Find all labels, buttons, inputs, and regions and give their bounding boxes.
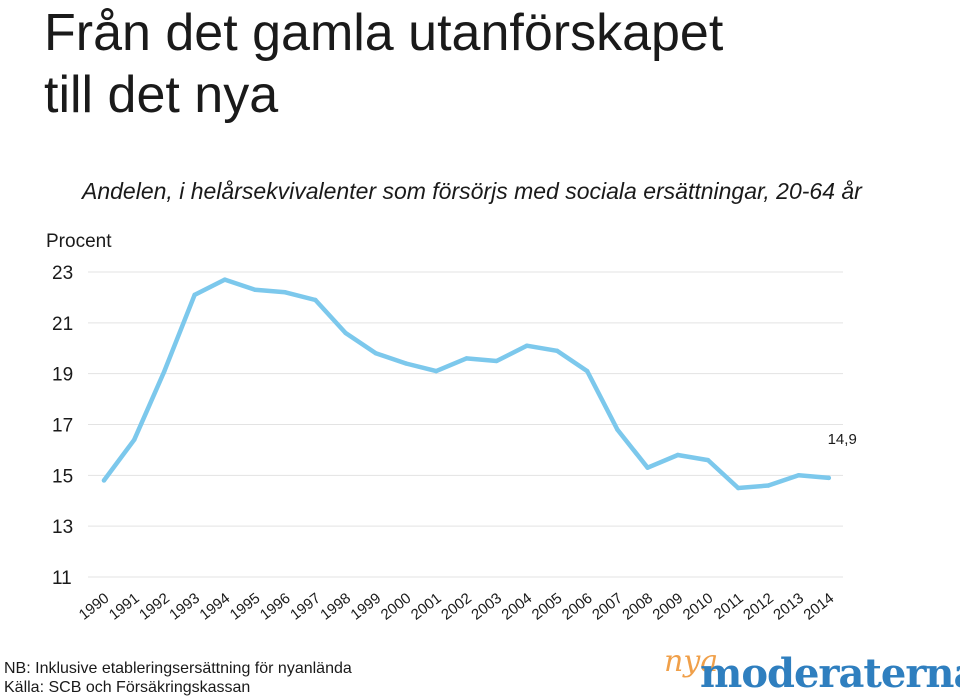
- data-point: [162, 368, 167, 374]
- data-point: [766, 483, 771, 488]
- chart-title: Från det gamla utanförskapet till det ny…: [44, 2, 924, 126]
- data-point: [313, 297, 318, 303]
- footnote-note: NB: Inklusive etableringsersättning för …: [4, 660, 352, 677]
- x-tick-label: 2004: [498, 590, 535, 624]
- y-tick-label: 19: [52, 365, 73, 386]
- data-point: [736, 485, 741, 491]
- data-point: [132, 437, 137, 442]
- x-tick-label: 2009: [649, 590, 686, 624]
- x-tick-label: 2003: [468, 590, 505, 624]
- data-point: [796, 473, 801, 478]
- data-point: [343, 330, 348, 336]
- x-tick-label: 2013: [770, 590, 807, 624]
- x-tick-label: 2010: [680, 590, 717, 624]
- data-point: [645, 465, 650, 470]
- data-point: [283, 290, 288, 295]
- y-tick-label: 11: [52, 568, 72, 589]
- data-point: [494, 358, 499, 364]
- series-group: [101, 277, 832, 491]
- data-point: [705, 457, 711, 463]
- data-point: [192, 292, 197, 298]
- data-point: [615, 427, 620, 432]
- logo-name: moderaterna: [700, 650, 960, 697]
- x-tick-label: 2012: [740, 590, 777, 624]
- data-point: [826, 475, 831, 481]
- chart-subtitle: Andelen, i helårsekvivalenter som försör…: [82, 178, 862, 204]
- y-tick-labels: 23 21 19 17 15 13 11: [52, 263, 73, 589]
- x-tick-label: 2006: [559, 590, 596, 624]
- x-tick-label: 2007: [589, 590, 626, 624]
- x-tick-label: 2014: [800, 590, 837, 624]
- x-tick-labels: 1990199119921993199419951996199719981999…: [76, 590, 838, 624]
- data-point: [675, 452, 680, 458]
- y-tick-label: 13: [52, 517, 73, 538]
- x-tick-label: 1991: [106, 590, 143, 624]
- y-tick-label: 15: [52, 466, 73, 487]
- x-tick-label: 2002: [438, 590, 475, 624]
- grid-lines: [88, 271, 843, 578]
- logo-prefix: nya: [664, 644, 719, 679]
- x-tick-label: 2005: [529, 590, 566, 624]
- data-point: [464, 356, 469, 361]
- x-tick-label: 1997: [287, 590, 324, 624]
- data-point: [524, 343, 529, 348]
- annotations: 14,9: [828, 431, 857, 448]
- x-tick-label: 1996: [257, 590, 294, 624]
- y-axis-label: Procent: [46, 231, 112, 252]
- x-tick-label: 1990: [76, 590, 113, 624]
- x-tick-label: 1992: [136, 590, 173, 624]
- series-line: [101, 277, 832, 491]
- data-point: [222, 277, 227, 282]
- x-tick-label: 1998: [317, 590, 354, 624]
- x-tick-label: 1993: [166, 590, 203, 624]
- data-point: [434, 368, 439, 374]
- y-tick-label: 21: [52, 314, 73, 335]
- title-line-1: Från det gamla utanförskapet: [44, 4, 724, 62]
- moderaterna-logo: nya moderaterna: [662, 644, 960, 698]
- x-tick-label: 1995: [227, 590, 264, 624]
- data-point: [252, 287, 258, 292]
- x-tick-label: 2000: [378, 590, 415, 624]
- y-tick-label: 23: [52, 263, 73, 284]
- data-point: [373, 351, 378, 356]
- x-tick-label: 1994: [196, 590, 233, 624]
- data-point: [403, 361, 409, 366]
- x-tick-label: 2001: [408, 590, 445, 624]
- x-tick-label: 1999: [347, 590, 384, 624]
- data-point: [554, 348, 560, 353]
- footnote: NB: Inklusive etableringsersättning för …: [4, 659, 352, 697]
- data-label: 14,9: [828, 431, 857, 448]
- data-point: [585, 368, 590, 374]
- y-tick-label: 17: [52, 416, 73, 437]
- title-line-2: till det nya: [44, 66, 279, 124]
- data-point: [101, 478, 107, 483]
- x-tick-label: 2011: [711, 590, 747, 623]
- footnote-source: Källa: SCB och Försäkringskassan: [4, 679, 251, 696]
- x-tick-label: 2008: [619, 590, 656, 624]
